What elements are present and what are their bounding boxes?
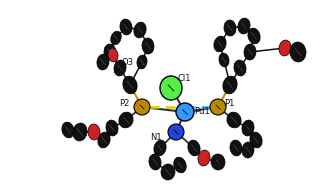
Ellipse shape [137,55,147,69]
Ellipse shape [214,36,226,52]
Ellipse shape [223,76,237,94]
Ellipse shape [188,140,200,156]
Ellipse shape [120,19,132,35]
Ellipse shape [219,53,229,67]
Ellipse shape [234,60,246,76]
Ellipse shape [62,122,74,138]
Ellipse shape [114,60,126,76]
Ellipse shape [210,99,226,115]
Ellipse shape [242,120,254,136]
Ellipse shape [176,103,194,121]
Text: P1: P1 [224,98,234,108]
Ellipse shape [168,124,184,140]
Ellipse shape [230,140,242,156]
Text: P2: P2 [119,98,130,108]
Ellipse shape [119,112,133,128]
Text: O3: O3 [121,58,133,67]
Ellipse shape [134,22,146,38]
Ellipse shape [88,124,100,140]
Text: Cl1: Cl1 [178,74,191,83]
Ellipse shape [244,44,256,60]
Ellipse shape [134,99,150,115]
Ellipse shape [198,150,210,166]
Ellipse shape [227,112,241,128]
Ellipse shape [174,157,186,173]
Ellipse shape [224,20,236,36]
Ellipse shape [242,142,254,158]
Ellipse shape [98,132,110,148]
Ellipse shape [250,132,262,148]
Ellipse shape [149,154,161,170]
Ellipse shape [248,28,260,44]
Text: O2: O2 [214,158,226,167]
Ellipse shape [97,54,109,70]
Ellipse shape [279,40,291,56]
Ellipse shape [108,48,118,62]
Ellipse shape [104,44,116,60]
Ellipse shape [111,31,121,45]
Text: N1: N1 [150,132,162,142]
Ellipse shape [106,120,118,136]
Ellipse shape [73,123,87,141]
Ellipse shape [154,140,166,156]
Ellipse shape [290,42,306,62]
Ellipse shape [123,76,137,94]
Ellipse shape [161,164,175,180]
Ellipse shape [211,154,225,170]
Ellipse shape [142,38,154,54]
Ellipse shape [238,18,250,34]
Ellipse shape [160,76,182,100]
Text: Pd1: Pd1 [194,108,210,116]
